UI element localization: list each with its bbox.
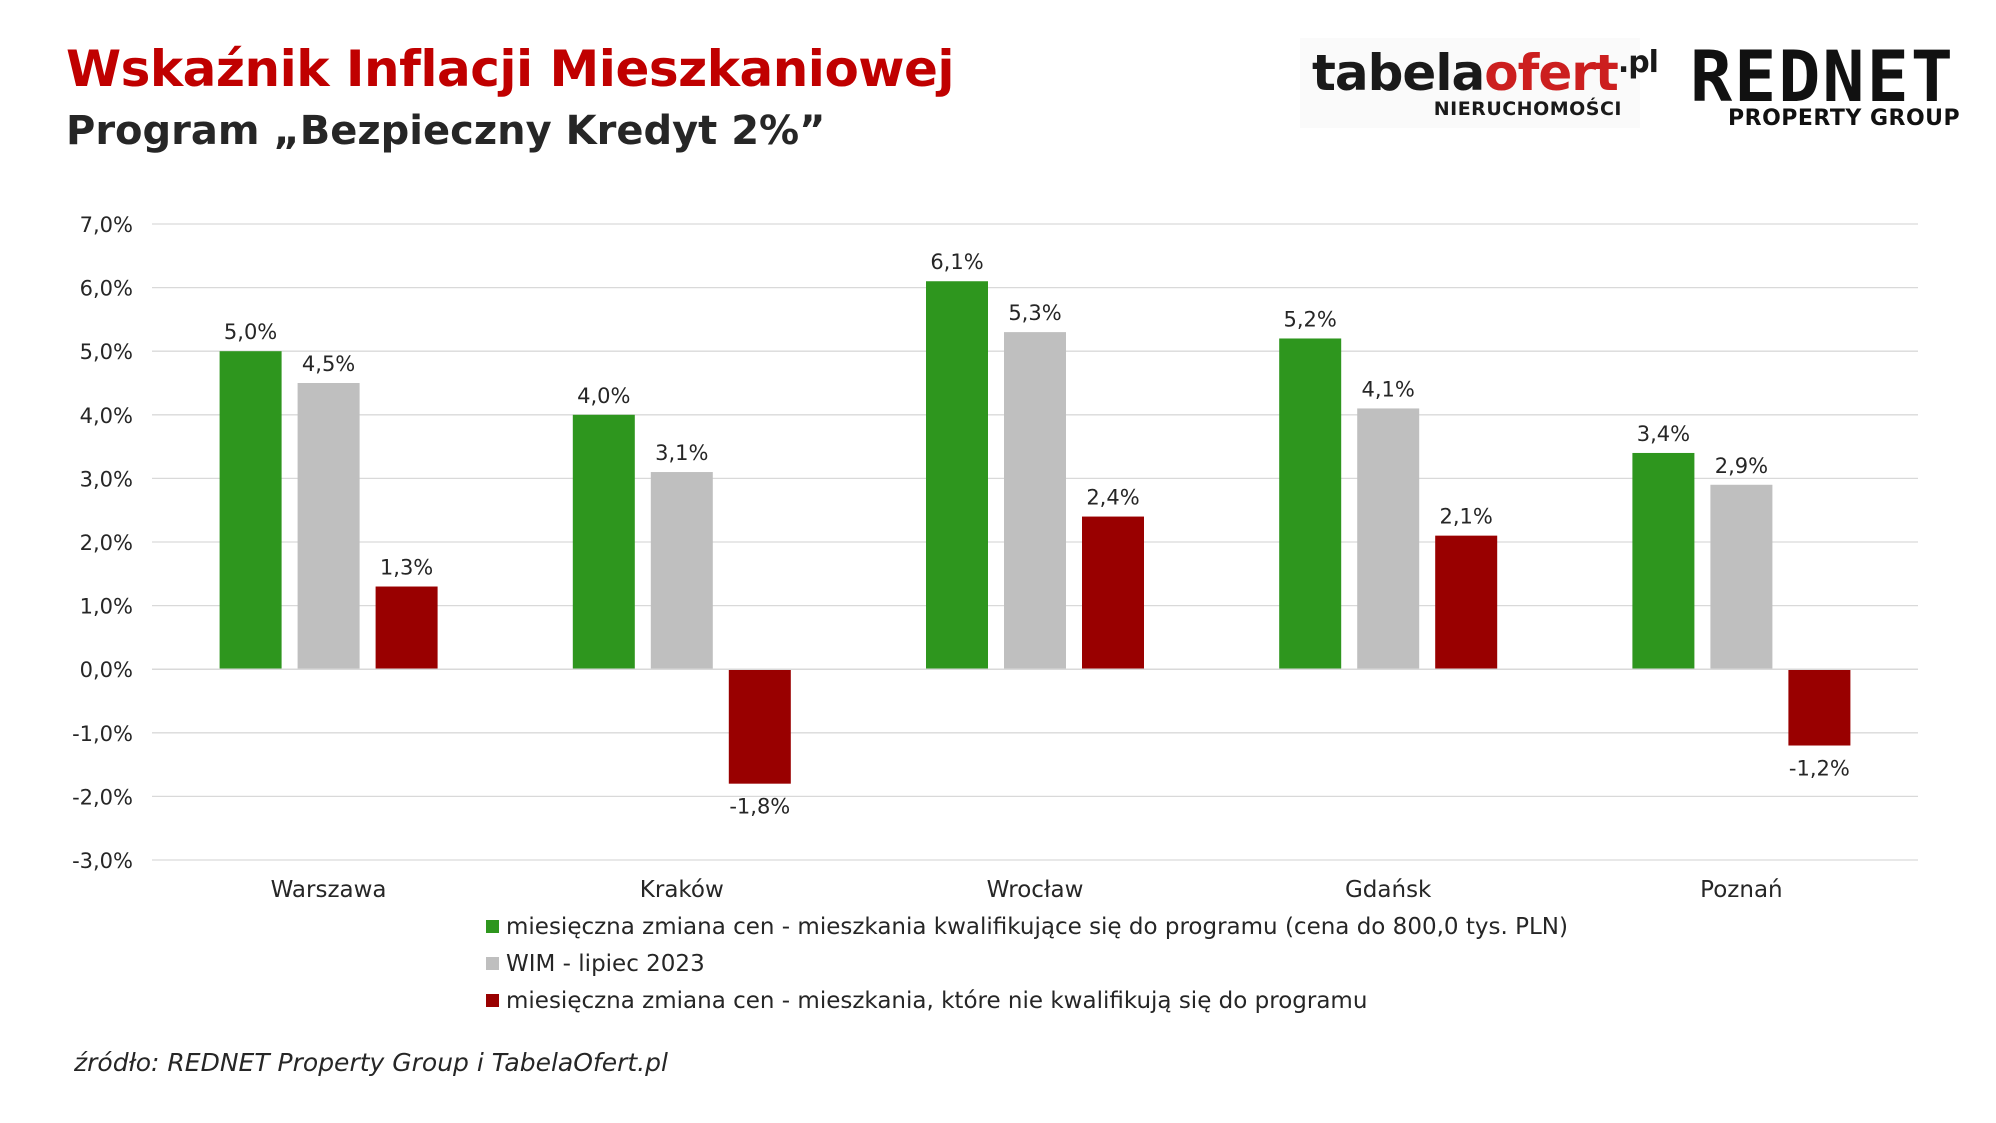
legend-item: miesięczna zmiana cen - mieszkania, któr…: [486, 982, 1568, 1019]
x-tick-label: Wrocław: [987, 877, 1084, 903]
data-label: -1,2%: [1789, 757, 1850, 781]
y-tick-label: 4,0%: [80, 404, 133, 428]
bar: [1710, 484, 1773, 670]
y-tick-label: -1,0%: [72, 722, 133, 746]
y-tick-label: 6,0%: [80, 277, 133, 301]
rednet-logo: REDNET PROPERTY GROUP: [1688, 36, 1978, 136]
data-label: 2,1%: [1440, 505, 1493, 529]
x-tick-label: Kraków: [640, 877, 724, 903]
bar: [297, 383, 360, 670]
tabelaofert-wordmark: tabelaofert.pl: [1312, 44, 1659, 102]
rednet-tagline: PROPERTY GROUP: [1728, 106, 1961, 131]
data-label: 4,5%: [302, 352, 355, 376]
bar: [1435, 535, 1498, 670]
bar: [219, 351, 282, 670]
data-label: 4,1%: [1362, 377, 1415, 401]
legend-item: miesięczna zmiana cen - mieszkania kwali…: [486, 908, 1568, 945]
tabelaofert-tagline: NIERUCHOMOŚCI: [1433, 98, 1622, 120]
data-label: 2,9%: [1715, 454, 1768, 478]
bar: [1279, 338, 1342, 670]
bar: [728, 669, 791, 784]
data-label: 5,3%: [1008, 301, 1061, 325]
data-label: 3,1%: [655, 441, 708, 465]
data-label: -1,8%: [729, 795, 790, 819]
y-tick-label: -2,0%: [72, 785, 133, 809]
rednet-wordmark: REDNET: [1690, 36, 1955, 118]
legend-swatch: [486, 957, 499, 970]
data-label: 5,2%: [1284, 307, 1337, 331]
legend-label: miesięczna zmiana cen - mieszkania, któr…: [506, 987, 1368, 1014]
x-tick-label: Gdańsk: [1345, 877, 1432, 903]
chart-title: Wskaźnik Inflacji Mieszkaniowej: [66, 40, 955, 98]
y-tick-label: 3,0%: [80, 467, 133, 491]
y-tick-label: 7,0%: [80, 213, 133, 237]
data-label: 5,0%: [224, 320, 277, 344]
legend-swatch: [486, 994, 499, 1007]
bar: [1004, 332, 1066, 670]
y-tick-label: 2,0%: [80, 531, 133, 555]
x-tick-label: Poznań: [1700, 877, 1782, 903]
legend-label: WIM - lipiec 2023: [506, 950, 705, 977]
data-label: 2,4%: [1086, 486, 1139, 510]
tabelaofert-logo: tabelaofert.pl NIERUCHOMOŚCI: [1300, 38, 1659, 128]
legend: miesięczna zmiana cen - mieszkania kwali…: [486, 908, 1568, 1019]
bar: [1357, 408, 1420, 670]
data-label: 1,3%: [380, 556, 433, 580]
data-label: 3,4%: [1637, 422, 1690, 446]
y-tick-label: 0,0%: [80, 658, 133, 682]
data-label: 6,1%: [930, 250, 983, 274]
legend-item: WIM - lipiec 2023: [486, 945, 1568, 982]
bar: [572, 414, 635, 670]
legend-swatch: [486, 920, 499, 933]
bar: [650, 472, 713, 670]
chart-subtitle: Program „Bezpieczny Kredyt 2%”: [66, 108, 826, 154]
bar: [1082, 516, 1144, 670]
x-tick-label: Warszawa: [271, 877, 387, 903]
bar: [926, 281, 988, 670]
legend-label: miesięczna zmiana cen - mieszkania kwali…: [506, 913, 1568, 940]
y-tick-label: 1,0%: [80, 595, 133, 619]
bar: [375, 586, 438, 670]
bar: [1788, 669, 1851, 746]
y-tick-label: -3,0%: [72, 849, 133, 873]
source-note: źródło: REDNET Property Group i TabelaOf…: [74, 1048, 668, 1077]
bar: [1632, 452, 1695, 670]
y-tick-label: 5,0%: [80, 340, 133, 364]
data-label: 4,0%: [577, 384, 630, 408]
